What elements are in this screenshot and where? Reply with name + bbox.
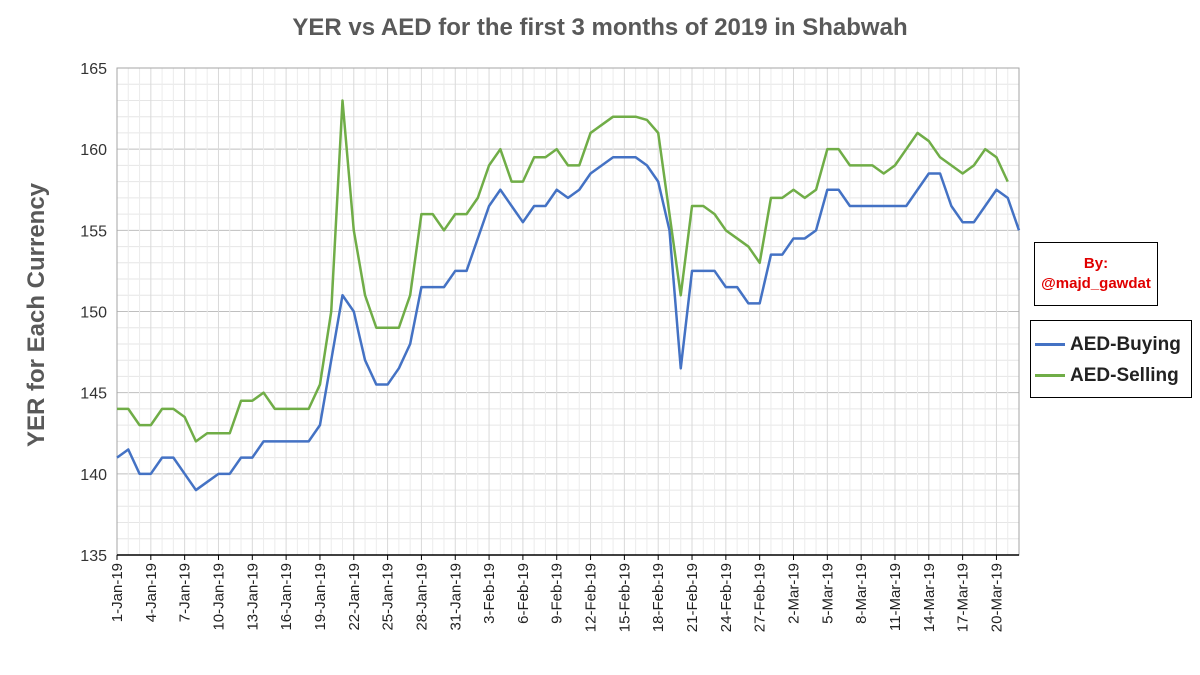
series-line-aed-selling (117, 99, 1009, 443)
legend-label-selling: AED-Selling (1070, 364, 1179, 386)
x-tick-label: 4-Jan-19 (143, 563, 160, 622)
x-tick-label: 24-Feb-19 (718, 563, 735, 632)
x-tick-label: 13-Jan-19 (244, 563, 261, 631)
x-tick-label: 8-Mar-19 (853, 563, 870, 624)
x-tick-label: 31-Jan-19 (447, 563, 464, 631)
legend: AED-Buying AED-Selling (1030, 320, 1192, 398)
x-tick-label: 11-Mar-19 (887, 563, 904, 631)
x-tick-label: 21-Feb-19 (684, 563, 701, 632)
y-tick-label: 140 (80, 467, 107, 484)
y-tick-label: 150 (80, 305, 107, 322)
grid-layer (116, 67, 1020, 556)
credit-box: By: @majd_gawdat (1034, 242, 1158, 306)
legend-swatch-buying (1035, 343, 1065, 346)
y-tick-label: 145 (80, 386, 107, 403)
x-tick-label: 18-Feb-19 (650, 563, 667, 632)
y-tick-label: 165 (80, 61, 107, 78)
x-tick-label: 5-Mar-19 (819, 563, 836, 624)
x-tick-label: 15-Feb-19 (616, 563, 633, 632)
x-tick-label: 16-Jan-19 (278, 563, 295, 631)
credit-by-label: By: (1083, 255, 1109, 272)
x-tick-label: 7-Jan-19 (177, 563, 194, 622)
y-tick-label: 160 (80, 142, 107, 159)
series-layer (116, 99, 1021, 492)
y-tick-labels: 135 140 145 150 155 160 165 (80, 61, 107, 565)
legend-item-buying: AED-Buying (1035, 329, 1191, 360)
x-tick-label: 20-Mar-19 (988, 563, 1005, 632)
x-tick-labels: 1-Jan-19 4-Jan-19 7-Jan-19 10-Jan-19 13-Jan-… (109, 563, 1005, 632)
x-tick-label: 25-Jan-19 (380, 563, 397, 631)
x-tick-label: 9-Feb-19 (549, 563, 566, 624)
y-tick-label: 135 (80, 548, 107, 565)
legend-label-buying: AED-Buying (1070, 333, 1181, 355)
x-tick-label: 6-Feb-19 (515, 563, 532, 624)
chart-title: YER vs AED for the first 3 months of 201… (292, 14, 908, 41)
x-tick-label: 14-Mar-19 (921, 563, 938, 632)
x-tick-label: 1-Jan-19 (109, 563, 126, 622)
x-tick-label: 10-Jan-19 (210, 563, 227, 631)
credit-handle: @majd_gawdat (1041, 275, 1151, 292)
series-line-aed-buying (116, 156, 1021, 492)
x-tick-label: 19-Jan-19 (312, 563, 329, 631)
x-tick-label: 2-Mar-19 (786, 563, 803, 624)
y-tick-label: 155 (80, 223, 107, 240)
x-tick-label: 28-Jan-19 (413, 563, 430, 631)
x-tick-label: 12-Feb-19 (583, 563, 600, 632)
x-tick-label: 27-Feb-19 (752, 563, 769, 632)
x-tick-label: 3-Feb-19 (481, 563, 498, 624)
axis-layer (116, 67, 1020, 560)
legend-item-selling: AED-Selling (1035, 360, 1191, 391)
x-tick-label: 22-Jan-19 (346, 563, 363, 631)
legend-swatch-selling (1035, 374, 1065, 377)
x-tick-label: 17-Mar-19 (955, 563, 972, 632)
